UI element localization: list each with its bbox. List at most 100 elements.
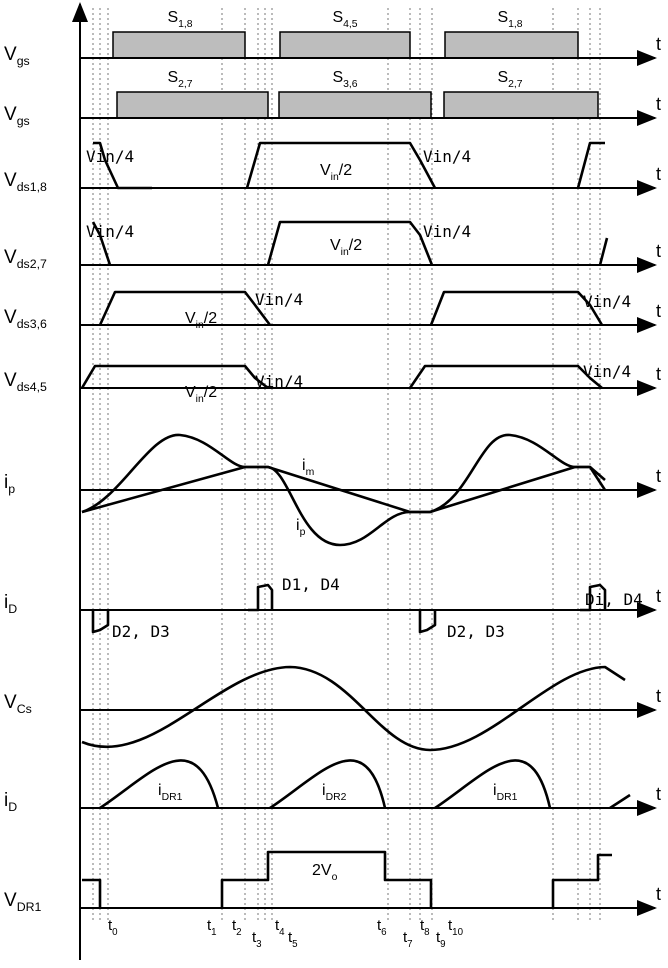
text-part: S [497,69,508,86]
text-part: t [252,929,257,946]
text-part: 4,5 [343,19,358,30]
annotation: Di, D4 [585,590,643,609]
row-label: VDR1 [4,890,42,914]
text-part: o [332,872,338,883]
annotation: ip [296,517,306,538]
text-part: S [167,69,178,86]
text-part: 10 [452,927,463,938]
text-part: i [4,790,8,811]
switch-label: S2,7 [497,69,522,90]
text-part: Cs [17,702,32,716]
text-part: i [493,782,497,799]
annotation: iDR1 [493,782,518,803]
row-label: iD [4,790,17,814]
annotation: Vin/4 [423,147,471,166]
text-part: i [158,782,162,799]
switch-label: S4,5 [332,9,357,30]
text-part: DR2 [326,792,347,803]
text-part: V [4,247,17,268]
annotation: Vin/4 [86,222,134,241]
text-part: i [4,472,8,493]
axis-label: t [656,884,661,904]
text-part: ds2,7 [17,257,47,271]
annotation: D2, D3 [447,622,505,641]
text-part: ds3,6 [17,317,47,331]
time-label: t7 [403,929,413,950]
text-part: 5 [292,939,298,950]
text-part: i [296,517,300,534]
row-label: Vds4,5 [4,370,47,394]
text-part: S [332,9,343,26]
axis-label: t [656,94,661,114]
text-part: V [185,310,196,327]
text-part: 0 [112,927,118,938]
text-part: 3 [256,939,261,950]
switch-label: S3,6 [332,69,357,90]
switch-label: S1,8 [167,9,192,30]
row-label: ip [4,472,15,496]
text-part: t [108,917,113,934]
text-part: i [322,782,326,799]
text-part: ds4,5 [17,380,47,394]
text-part: gs [17,54,30,68]
text-part: D [8,800,17,814]
axis-label: t [656,364,661,384]
text-part: t [436,929,441,946]
text-part: 4 [279,927,285,938]
axis-label: t [656,34,661,54]
annotation: Vin/2 [320,162,352,183]
row-label: VCs [4,692,32,716]
text-part: t [207,917,212,934]
axis-label: t [656,301,661,321]
text-part: /2 [204,384,217,401]
axis-label: t [656,164,661,184]
switch-label: S2,7 [167,69,192,90]
row-label: Vds1,8 [4,170,47,194]
text-part: in [196,394,204,405]
waveforms [80,141,631,908]
annotation: Vin/4 [86,147,134,166]
annotation: Vin/4 [583,362,631,381]
annotation: im [302,457,314,478]
text-part: ds1,8 [17,180,47,194]
text-part: t [448,917,453,934]
annotation: 2Vo [312,862,338,883]
time-label: t10 [448,917,464,938]
text-part: DR1 [17,900,42,914]
text-part: V [4,44,17,65]
text-part: V [4,692,17,713]
annotation: Vin/4 [255,372,303,391]
row-label: Vgs [4,104,30,128]
annotation: D1, D4 [282,575,340,594]
text-part: V [330,237,341,254]
text-part: t [275,917,280,934]
text-part: p [8,482,15,496]
text-part: 8 [424,927,429,938]
row-label: Vds3,6 [4,307,47,331]
axis-label: t [656,784,661,804]
text-part: 2,7 [508,79,523,90]
text-part: m [306,467,315,478]
annotation: Vin/2 [185,310,217,331]
text-part: in [196,320,204,331]
text-part: V [4,170,17,191]
axis-label: t [656,466,661,486]
text-part: i [302,457,306,474]
annotation: iDR2 [322,782,347,803]
time-label: t5 [288,929,298,950]
guides [92,8,601,920]
text-part: 2,7 [178,79,193,90]
text-part: DR1 [497,792,518,803]
row-label: Vgs [4,44,30,68]
text-part: V [320,162,331,179]
text-part: V [4,104,17,125]
annotation: Vin/4 [583,292,631,311]
axis-label: t [656,586,661,606]
text-part: V [4,370,17,391]
text-part: D [8,602,17,616]
time-label: t0 [108,917,118,938]
text-part: /2 [349,237,362,254]
text-part: t [288,929,293,946]
text-part: 1 [211,927,216,938]
